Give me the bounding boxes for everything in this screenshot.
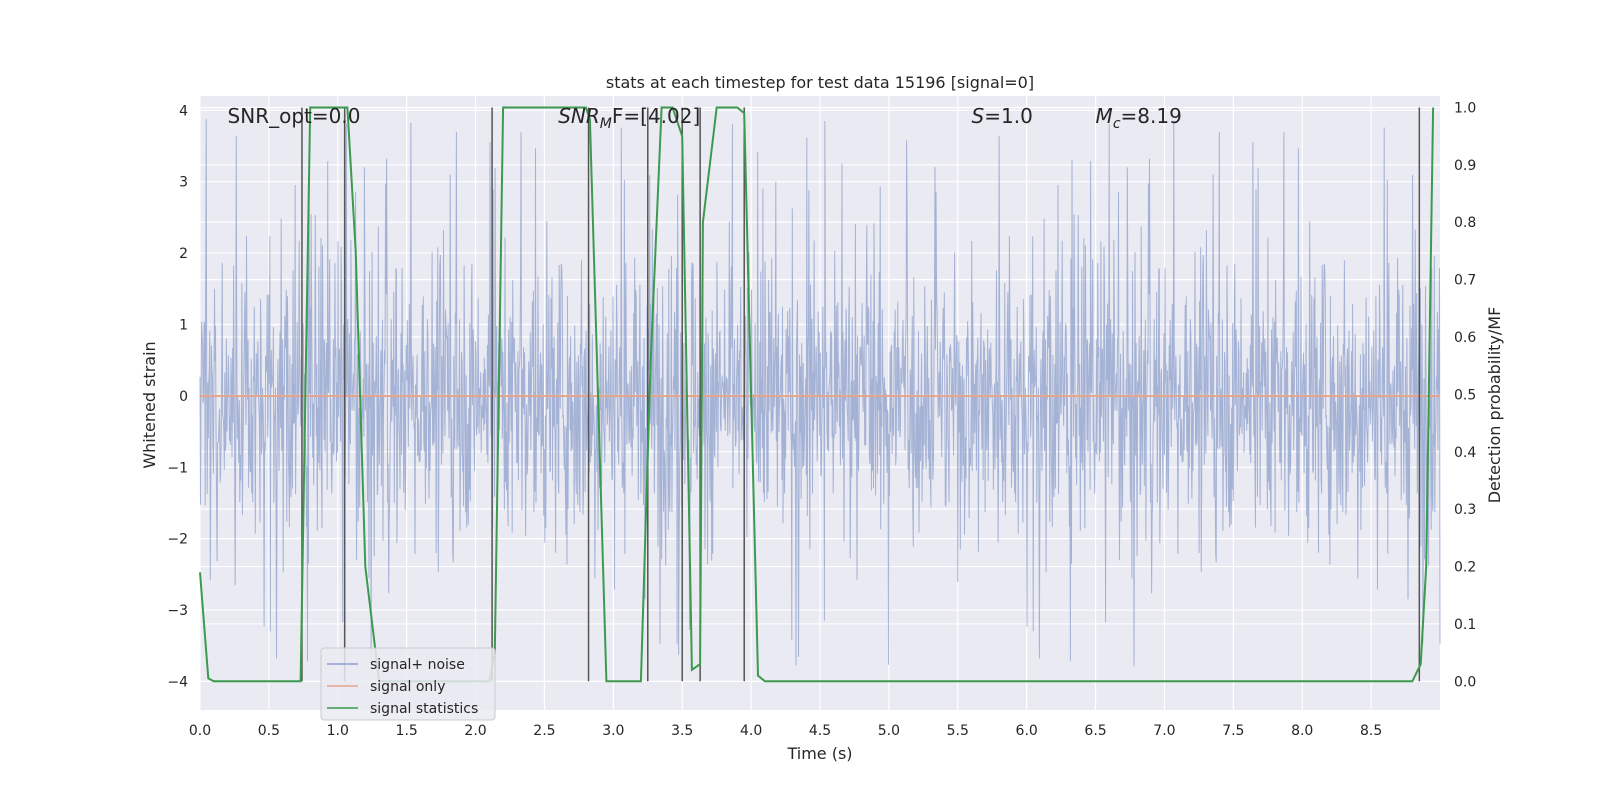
y-tick-label-5: −1 bbox=[167, 460, 188, 476]
y-tick-label-6: −2 bbox=[167, 532, 188, 548]
y-right-axis-label: Detection probability/MF bbox=[1485, 307, 1504, 504]
y-right-tick-label-4: 0.6 bbox=[1454, 330, 1476, 346]
y-right-tick-label-2: 0.8 bbox=[1454, 215, 1476, 231]
annotation-mc_value-tail: =8.19 bbox=[1121, 104, 1182, 128]
annotation-s_value: S=1.0 bbox=[972, 104, 1033, 128]
x-tick-label-4: 2.0 bbox=[464, 723, 486, 739]
legend-label-noise: signal+ noise bbox=[370, 657, 465, 673]
y-tick-label-1: 3 bbox=[179, 175, 188, 191]
x-tick-label-17: 8.5 bbox=[1360, 723, 1382, 739]
y-tick-label-8: −4 bbox=[167, 674, 188, 690]
y-tick-label-7: −3 bbox=[167, 603, 188, 619]
y-right-tick-label-1: 0.9 bbox=[1454, 158, 1476, 174]
x-axis-label: Time (s) bbox=[786, 744, 852, 763]
x-tick-label-6: 3.0 bbox=[602, 723, 624, 739]
annotation-s_value-tail: =1.0 bbox=[984, 104, 1033, 128]
annotation-s_value-main: S bbox=[972, 104, 985, 128]
x-tick-label-11: 5.5 bbox=[947, 723, 969, 739]
noise-series-layer bbox=[199, 118, 1441, 667]
y-tick-label-0: 4 bbox=[179, 103, 188, 119]
y-right-tick-label-6: 0.4 bbox=[1454, 445, 1476, 461]
x-tick-label-7: 3.5 bbox=[671, 723, 693, 739]
legend-label-statistics: signal statistics bbox=[370, 701, 478, 717]
series-signal-noise bbox=[199, 118, 1441, 667]
x-tick-label-8: 4.0 bbox=[740, 723, 762, 739]
x-tick-label-15: 7.5 bbox=[1222, 723, 1244, 739]
annotation-snr_mf_label-sub: M bbox=[600, 116, 612, 132]
y-axis-label: Whitened strain bbox=[140, 341, 159, 468]
annotation-snr_opt: SNR_opt=0.0 bbox=[228, 104, 361, 128]
y-right-tick-labels: 1.0 0.9 0.8 0.7 0.6 0.5 0.4 0.3 0.2 0.1 0.0 bbox=[1454, 100, 1476, 690]
y-tick-label-4: 0 bbox=[179, 389, 188, 405]
annotation-snr_mf_label-tail: F=[4.02] bbox=[612, 104, 700, 128]
y-tick-label-2: 2 bbox=[179, 246, 188, 262]
legend-box bbox=[320, 647, 496, 721]
x-tick-labels: 0.0 0.5 1.0 1.5 2.0 2.5 3.0 3.5 4.0 4.5 5.0 5.5 6.0 6… bbox=[189, 723, 1382, 739]
annotation-layer: SNR_opt=0.0 SNRMF=[4.02] S=1.0 Mc=8.19 bbox=[228, 104, 1182, 132]
y-right-tick-label-0: 1.0 bbox=[1454, 100, 1476, 116]
y-right-tick-label-10: 0.0 bbox=[1454, 674, 1476, 690]
chart-title: stats at each timestep for test data 151… bbox=[606, 73, 1034, 92]
x-tick-label-10: 5.0 bbox=[878, 723, 900, 739]
vline-layer bbox=[301, 107, 1421, 682]
annotation-mc_value-sub: c bbox=[1113, 116, 1121, 132]
x-tick-label-16: 8.0 bbox=[1291, 723, 1313, 739]
annotation-snr_mf_label-main: SNR bbox=[558, 104, 600, 128]
y-right-tick-label-7: 0.3 bbox=[1454, 502, 1476, 518]
annotation-mc_value: Mc=8.19 bbox=[1096, 104, 1182, 132]
y-right-tick-label-3: 0.7 bbox=[1454, 273, 1476, 289]
x-tick-label-9: 4.5 bbox=[809, 723, 831, 739]
x-tick-label-3: 1.5 bbox=[396, 723, 418, 739]
x-tick-label-13: 6.5 bbox=[1084, 723, 1106, 739]
y-right-tick-label-9: 0.1 bbox=[1454, 617, 1476, 633]
legend: signal+ noise signal only signal statist… bbox=[320, 647, 496, 721]
annotation-snr_opt-main: SNR_opt=0.0 bbox=[228, 104, 361, 128]
x-tick-label-5: 2.5 bbox=[533, 723, 555, 739]
x-tick-label-1: 0.5 bbox=[258, 723, 280, 739]
y-right-tick-label-5: 0.5 bbox=[1454, 387, 1476, 403]
x-tick-label-0: 0.0 bbox=[189, 723, 211, 739]
annotation-snr_mf_label: SNRMF=[4.02] bbox=[558, 104, 700, 132]
legend-label-signal-only: signal only bbox=[370, 679, 445, 695]
x-tick-label-2: 1.0 bbox=[327, 723, 349, 739]
y-tick-labels: 4 3 2 1 0 −1 −2 −3 −4 bbox=[167, 103, 188, 690]
y-right-tick-label-8: 0.2 bbox=[1454, 560, 1476, 576]
y-tick-label-3: 1 bbox=[179, 317, 188, 333]
annotation-mc_value-main: M bbox=[1096, 104, 1113, 128]
x-tick-label-14: 7.0 bbox=[1153, 723, 1175, 739]
x-tick-label-12: 6.0 bbox=[1016, 723, 1038, 739]
